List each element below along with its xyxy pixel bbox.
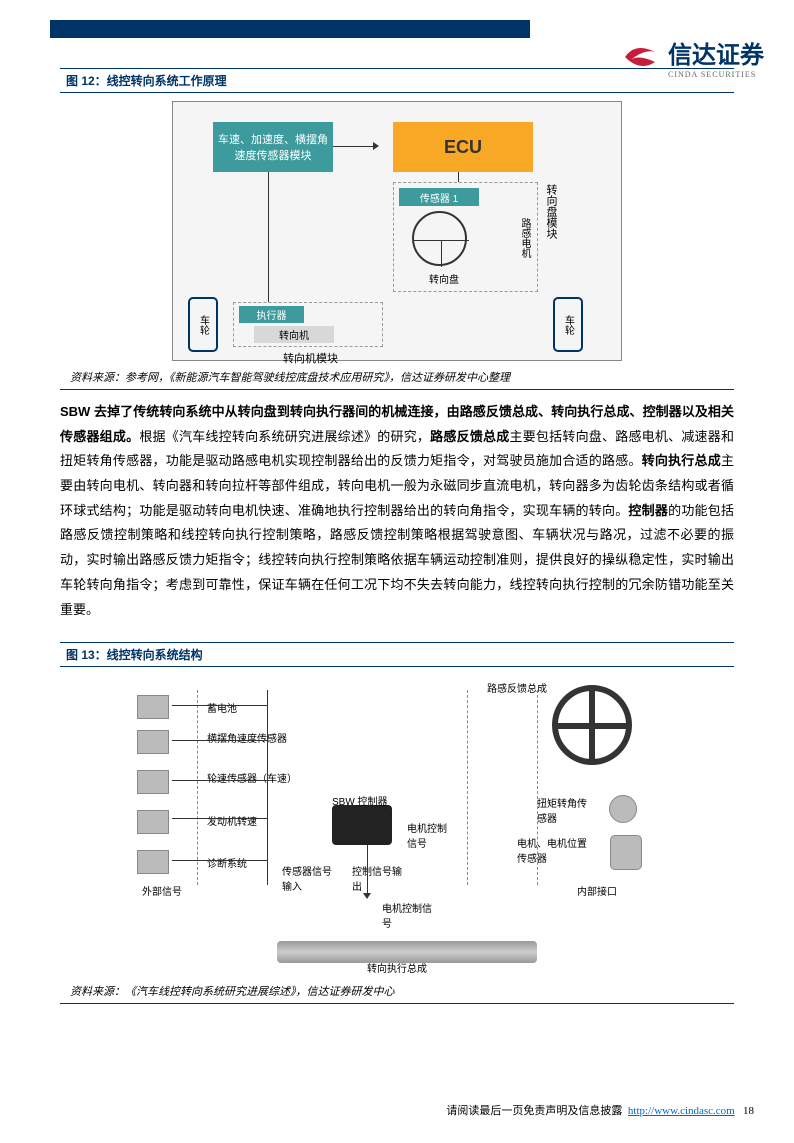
motor-ctrl-label: 电机控制信号 <box>382 900 432 930</box>
figure-13-title: 图 13：线控转向系统结构 <box>60 642 734 667</box>
feedback-assy-label: 路感反馈总成 <box>487 680 547 695</box>
yaw-sensor-label: 横摆角速度传感器 <box>207 730 287 745</box>
figure-13-diagram: 路感反馈总成 蓄电池 横摆角速度传感器 轮速传感器（车速） 发动机转速 诊断系统… <box>117 675 677 975</box>
footer-text: 请阅读最后一页免责声明及信息披露 <box>446 1105 622 1117</box>
header-bar <box>50 20 530 38</box>
connector <box>172 818 267 819</box>
wheel-label: 转向盘 <box>429 271 459 286</box>
steering-module-box: 执行器 转向机 <box>233 302 383 347</box>
connector <box>172 705 267 706</box>
sensor-in-label: 传感器信号输入 <box>282 863 337 893</box>
left-tire-icon: 车轮 <box>188 297 218 352</box>
connector <box>172 860 267 861</box>
figure-12-source: 资料来源：参考网，《新能源汽车智能驾驶线控底盘技术应用研究》，信达证券研发中心整… <box>60 365 734 390</box>
sensor-module-box: 车速、加速度、横摆角速度传感器模块 <box>213 122 333 172</box>
wheel-module-label: 转向盘模块 <box>543 184 559 239</box>
connector <box>367 845 368 895</box>
footer-link[interactable]: http://www.cindasc.com <box>628 1105 735 1117</box>
diag-icon <box>137 850 169 874</box>
body-paragraph: SBW 去掉了传统转向系统中从转向盘到转向执行器间的机械连接，由路感反馈总成、转… <box>60 400 734 622</box>
ext-signal-label: 外部信号 <box>142 883 182 898</box>
connector-line <box>458 172 459 182</box>
arrow-icon <box>373 142 379 150</box>
footer: 请阅读最后一页免责声明及信息披露 http://www.cindasc.com … <box>446 1102 754 1118</box>
page-number: 18 <box>743 1105 754 1117</box>
company-name: 信达证券 <box>668 35 764 70</box>
dash-line <box>467 690 468 885</box>
ctrl-out-label: 控制信号输出 <box>352 863 402 893</box>
diag-label: 诊断系统 <box>207 855 247 870</box>
company-en: CINDA SECURITIES <box>668 70 764 79</box>
feel-motor-label: 路感电机 <box>517 218 532 258</box>
figure-13-source: 资料来源：《汽车线控转向系统研究进展综述》，信达证券研发中心 <box>60 979 734 1004</box>
executor-box: 执行器 <box>239 306 304 323</box>
right-tire-icon: 车轮 <box>553 297 583 352</box>
connector-line <box>268 172 269 302</box>
sbw-ctrl-label: SBW 控制器 <box>332 793 388 808</box>
engine-speed-label: 发动机转速 <box>207 813 257 828</box>
ecu-box: ECU <box>393 122 533 172</box>
steering-wheel-icon <box>412 211 467 266</box>
yaw-sensor-icon <box>137 730 169 754</box>
dash-line <box>197 690 198 885</box>
wheel-module-box: 传感器 1 路感电机 转向盘 <box>393 182 538 292</box>
steering-module-label: 转向机模块 <box>283 350 338 366</box>
logo-icon <box>620 37 660 77</box>
connector <box>172 780 267 781</box>
figure-12-diagram: 车速、加速度、横摆角速度传感器模块 ECU 传感器 1 路感电机 转向盘 转向盘… <box>172 101 622 361</box>
logo: 信达证券 CINDA SECURITIES <box>620 35 764 79</box>
sbw-controller-icon <box>332 805 392 845</box>
wheel-speed-label: 轮速传感器（车速） <box>207 770 297 785</box>
internal-label: 内部接口 <box>577 883 617 898</box>
torque-sensor-label: 扭矩转角传感器 <box>537 795 587 825</box>
steering-wheel-icon <box>552 685 632 765</box>
wheel-speed-icon <box>137 770 169 794</box>
motor-ctrl-sig-label: 电机控制信号 <box>407 820 447 850</box>
torque-sensor-icon <box>609 795 637 823</box>
steer-exec-label: 转向执行总成 <box>367 960 427 975</box>
arrow-icon <box>363 893 371 899</box>
connector-line <box>333 146 373 147</box>
sensor-1-box: 传感器 1 <box>399 188 479 206</box>
battery-label: 蓄电池 <box>207 700 237 715</box>
bus-line <box>267 690 268 885</box>
motor-icon <box>610 835 642 870</box>
engine-speed-icon <box>137 810 169 834</box>
dash-line <box>537 690 538 885</box>
battery-icon <box>137 695 169 719</box>
connector <box>172 740 267 741</box>
steering-box: 转向机 <box>254 326 334 343</box>
motor-pos-label: 电机、电机位置传感器 <box>517 835 587 865</box>
